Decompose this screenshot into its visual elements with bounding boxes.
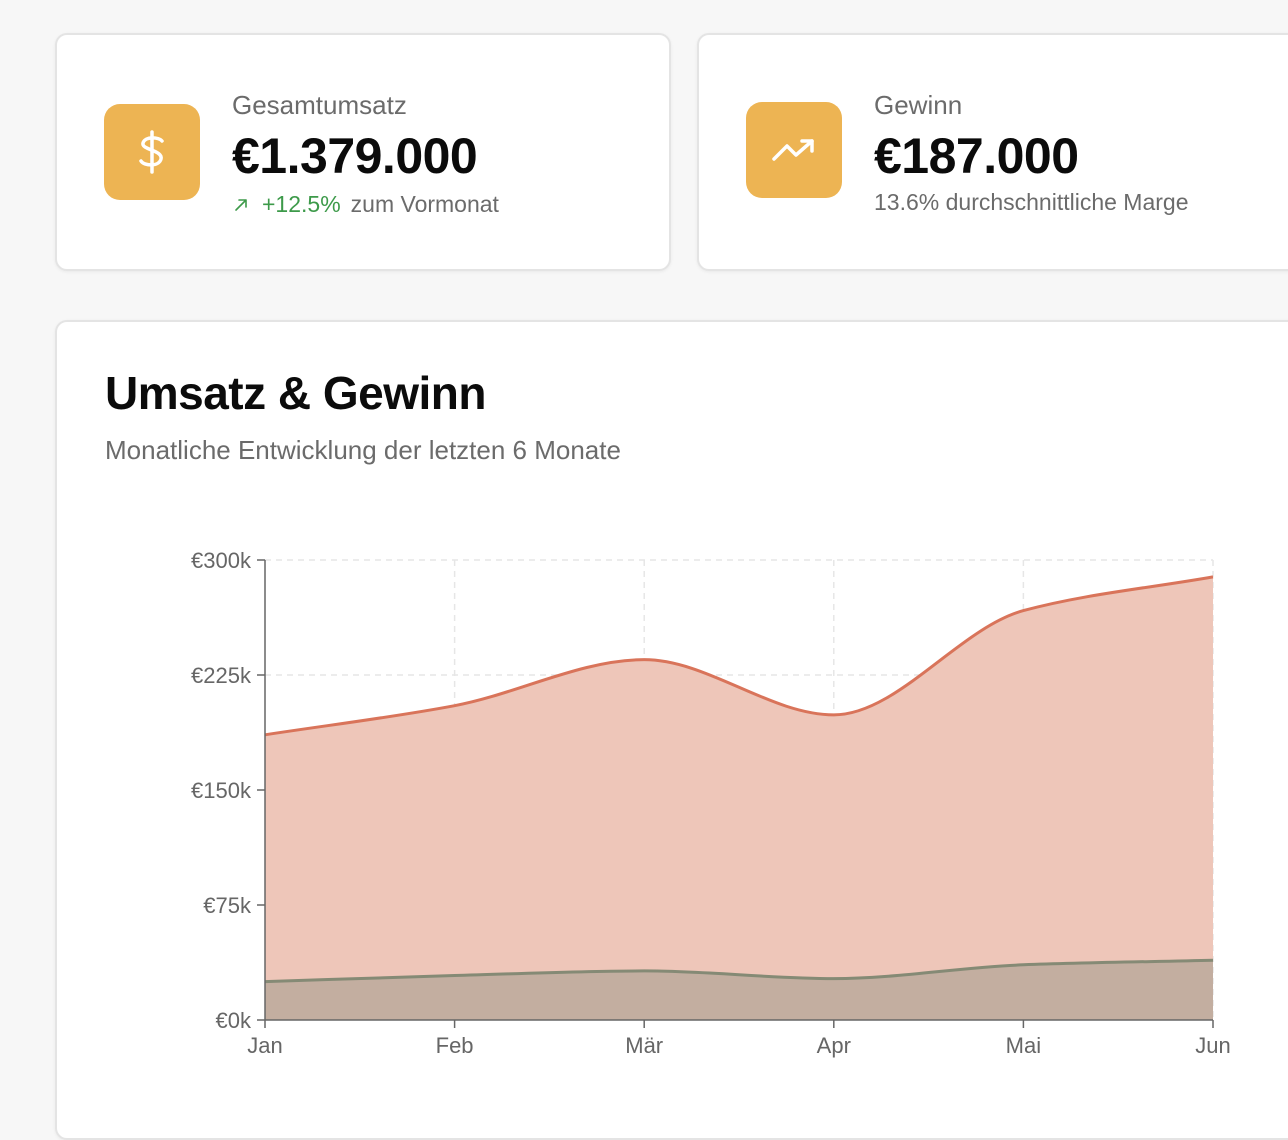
chart-title: Umsatz & Gewinn xyxy=(105,367,487,419)
profit-stat-card: Gewinn €187.000 13.6% durchschnittliche … xyxy=(697,33,1288,271)
dollar-icon xyxy=(104,104,200,200)
change-percent: +12.5% xyxy=(262,191,341,217)
revenue-line xyxy=(264,575,1214,737)
revenue-stat-card: Gesamtumsatz €1.379.000 +12.5% zum Vormo… xyxy=(55,33,671,271)
revenue-area xyxy=(265,576,1213,1020)
margin-note: 13.6% durchschnittliche Marge xyxy=(874,189,1189,215)
y-tick-label: €225k xyxy=(191,663,252,688)
x-tick-label: Feb xyxy=(436,1033,474,1058)
x-tick-label: Mai xyxy=(1006,1033,1041,1058)
x-tick-label: Jun xyxy=(1195,1033,1230,1058)
x-tick-label: Jan xyxy=(247,1033,282,1058)
x-tick-label: Apr xyxy=(817,1033,851,1058)
stat-value: €1.379.000 xyxy=(232,128,478,184)
y-tick-label: €75k xyxy=(203,893,252,918)
profit-line xyxy=(264,958,1214,984)
stat-label: Gesamtumsatz xyxy=(232,90,407,120)
arrow-up-right-icon xyxy=(235,198,247,211)
stat-value: €187.000 xyxy=(874,128,1079,184)
change-suffix: zum Vormonat xyxy=(350,191,499,217)
area-chart: €0k €75k €150k €225k €300k Jan Feb Mär Apr Mai Jun xyxy=(191,548,1231,1058)
trending-up-icon xyxy=(746,102,842,198)
y-tick-label: €300k xyxy=(191,548,252,573)
revenue-profit-chart-card: Umsatz & Gewinn Monatliche Entwicklung d… xyxy=(55,320,1288,1140)
y-tick-label: €0k xyxy=(216,1008,252,1033)
stat-label: Gewinn xyxy=(874,90,963,120)
chart-subtitle: Monatliche Entwicklung der letzten 6 Mon… xyxy=(105,435,621,465)
trend-indicator: +12.5% xyxy=(232,191,351,218)
stat-change: +12.5% zum Vormonat xyxy=(232,191,499,218)
y-tick-label: €150k xyxy=(191,778,252,803)
x-tick-label: Mär xyxy=(625,1033,663,1058)
